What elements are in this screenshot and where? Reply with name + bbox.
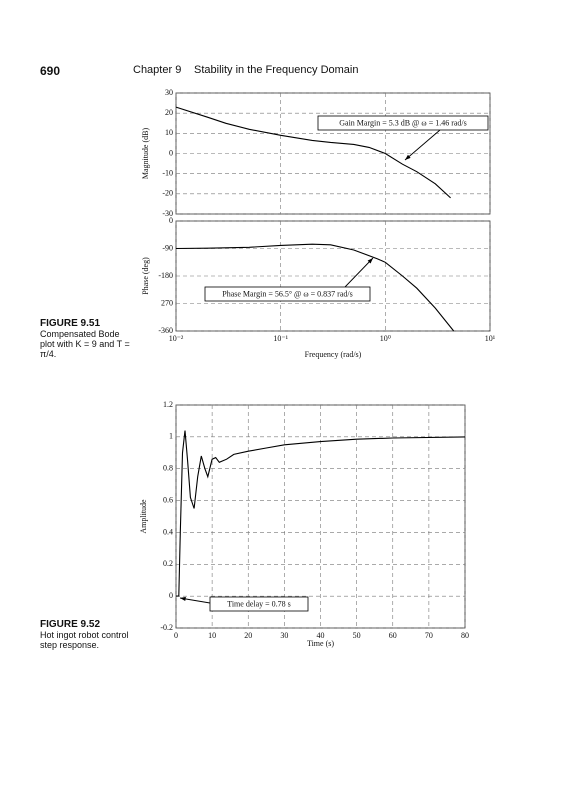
y-tick-label: 0 <box>169 216 173 225</box>
annotation-box <box>317 115 489 131</box>
x-axis-label: Time (s) <box>307 639 334 648</box>
y-tick-label: 0.8 <box>163 464 173 473</box>
annotation: Gain Margin = 5.3 dB @ ω = 1.46 rad/s <box>339 118 467 127</box>
y-tick-label: 0.6 <box>163 495 173 504</box>
data-line <box>176 430 466 597</box>
x-tick-label: 0 <box>174 631 178 640</box>
annotation: Phase Margin = 56.5° @ ω = 0.837 rad/s <box>222 289 352 298</box>
y-tick-label: -90 <box>162 243 173 252</box>
x-tick-label: 80 <box>461 631 469 640</box>
y-tick-label: -20 <box>162 189 173 198</box>
y-tick-label: -360 <box>158 326 173 335</box>
y-tick-label: 0.2 <box>163 559 173 568</box>
x-tick-label: 40 <box>317 631 325 640</box>
arrow-head <box>180 596 186 601</box>
x-tick-label: 30 <box>280 631 288 640</box>
y-axis-label: Phase (deg) <box>141 257 150 295</box>
y-tick-label: 270 <box>161 298 173 307</box>
arrow-head <box>367 258 373 264</box>
y-axis-label: Amplitude <box>139 499 148 534</box>
y-tick-label: -30 <box>162 209 173 218</box>
figure-caption: FIGURE 9.52 Hot ingot robot control step… <box>40 619 130 651</box>
y-tick-label: -0.2 <box>160 623 173 632</box>
x-tick-label: 70 <box>425 631 433 640</box>
caption: Hot ingot robot control step response. <box>40 630 129 650</box>
x-axis-label: Frequency (rad/s) <box>305 350 362 359</box>
x-tick-label: 50 <box>353 631 361 640</box>
figure-label: FIGURE 9.52 <box>40 619 101 630</box>
x-tick-label: 10 <box>208 631 216 640</box>
arrow-head <box>405 154 411 160</box>
y-tick-label: 30 <box>165 88 173 97</box>
caption: Compensated Bode plot with K = 9 and T =… <box>40 329 130 359</box>
y-tick-label: 0 <box>169 148 173 157</box>
y-tick-label: 1 <box>169 432 173 441</box>
y-tick-label: 0.4 <box>163 527 173 536</box>
x-tick-label: 10¹ <box>485 334 496 343</box>
y-tick-label: 0 <box>169 591 173 600</box>
x-tick-label: 60 <box>389 631 397 640</box>
chapter: Chapter 9 <box>133 64 182 76</box>
page-number: 690 <box>40 64 61 78</box>
chapter-title: Stability in the Frequency Domain <box>194 64 359 76</box>
data-line <box>175 243 455 332</box>
annotation-box <box>209 596 309 612</box>
arrow <box>344 257 374 288</box>
y-tick-label: 10 <box>165 128 173 137</box>
y-tick-label: 20 <box>165 108 173 117</box>
y-tick-label: -180 <box>158 271 173 280</box>
arrow <box>404 129 441 161</box>
x-tick-label: 10⁰ <box>380 334 391 343</box>
data-line <box>175 106 451 199</box>
annotation: Time delay = 0.78 s <box>227 599 291 608</box>
x-tick-label: 20 <box>244 631 252 640</box>
x-tick-label: 10⁻¹ <box>273 334 288 343</box>
y-tick-label: -10 <box>162 168 173 177</box>
annotation-box <box>204 286 371 302</box>
figure-label: FIGURE 9.51 <box>40 318 101 329</box>
figure-caption: FIGURE 9.51 Compensated Bode plot with K… <box>40 318 130 360</box>
x-tick-label: 10⁻² <box>169 334 184 343</box>
y-tick-label: 1.2 <box>163 400 173 409</box>
y-axis-label: Magnitude (dB) <box>141 128 150 180</box>
